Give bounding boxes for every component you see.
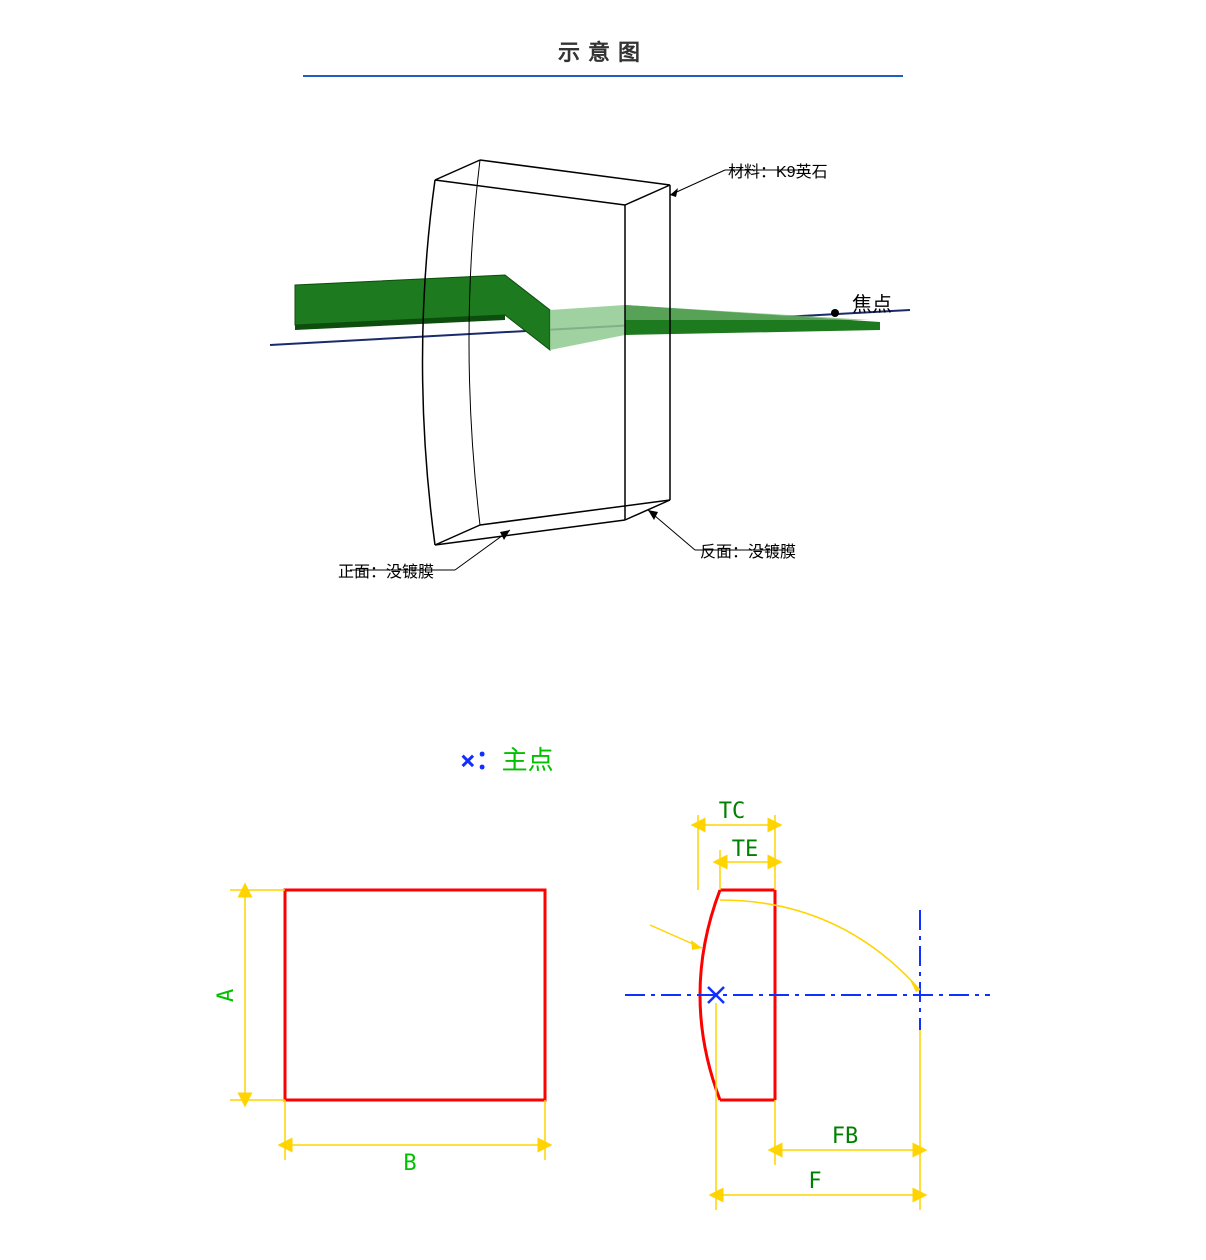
title-block: 示意图 bbox=[303, 35, 903, 77]
legend: ×：主点 bbox=[460, 740, 554, 777]
lens-top-front bbox=[435, 160, 480, 180]
diagram-3d-svg bbox=[250, 150, 970, 610]
callout-focus: 焦点 bbox=[852, 288, 892, 317]
diagram-2d: A B TC TE FB F bbox=[120, 790, 1080, 1240]
page-title: 示意图 bbox=[303, 35, 903, 67]
ray-in-arrow bbox=[691, 940, 702, 950]
dim-label-tc: TC bbox=[719, 799, 746, 824]
lens-top-near bbox=[435, 180, 625, 205]
lens-top-back bbox=[480, 160, 670, 185]
dim-label-a: A bbox=[214, 989, 239, 1002]
diagram-2d-svg: A B TC TE FB F bbox=[120, 790, 1080, 1240]
arrow-back bbox=[648, 510, 658, 520]
ray-arc-arrow bbox=[910, 980, 920, 992]
callout-front: 正面：没镀膜 bbox=[338, 558, 434, 582]
focus-point bbox=[831, 309, 839, 317]
title-underline bbox=[303, 75, 903, 77]
leader-material bbox=[670, 170, 725, 195]
leader-front bbox=[455, 530, 510, 570]
legend-symbol: ×： bbox=[460, 746, 502, 776]
lens-front-curve bbox=[423, 180, 436, 545]
ray-arc bbox=[720, 900, 920, 990]
arrow-material bbox=[670, 188, 678, 197]
dim-label-f: F bbox=[808, 1169, 821, 1194]
dim-label-b: B bbox=[403, 1151, 416, 1176]
callout-material: 材料：K9英石 bbox=[728, 158, 828, 182]
beam-inside-lens bbox=[550, 305, 625, 350]
diagram-3d: 材料：K9英石 焦点 正面：没镀膜 反面：没镀膜 bbox=[250, 150, 970, 610]
lens-front-curve-far bbox=[469, 160, 480, 525]
dim-label-fb: FB bbox=[832, 1124, 859, 1149]
callout-back: 反面：没镀膜 bbox=[700, 538, 796, 562]
legend-label: 主点 bbox=[502, 746, 554, 776]
dim-label-te: TE bbox=[732, 837, 759, 862]
lens-top-right bbox=[625, 185, 670, 205]
front-rect bbox=[285, 890, 545, 1100]
